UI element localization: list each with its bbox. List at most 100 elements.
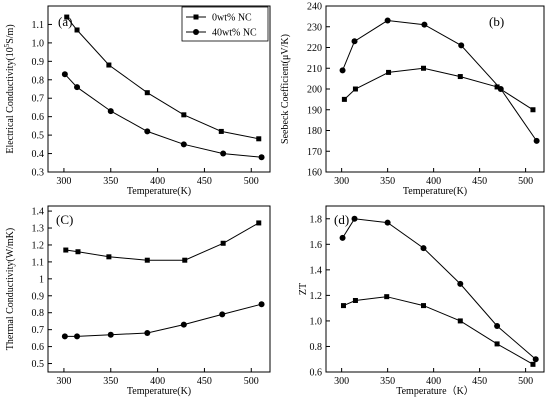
- chart-panel-4: 300 350 400 450 500 0.6 0.8 1.0 1.2 1.4 1.6 1.8 Temp…: [298, 205, 545, 397]
- series-line-1: [343, 296, 534, 365]
- series-line-2: [64, 73, 262, 158]
- y-tick-label: 1: [39, 274, 44, 285]
- x-tick-label: 500: [244, 176, 259, 187]
- data-point-square: [494, 341, 500, 347]
- x-tick-label: 500: [518, 176, 533, 187]
- data-point-square: [64, 14, 70, 20]
- data-point-circle: [351, 38, 358, 45]
- x-tick-label: 350: [380, 376, 395, 387]
- y-tick-label: 1.1: [32, 20, 45, 31]
- y-tick-label: 1.0: [310, 316, 323, 327]
- y-tick-label: 1.4: [32, 207, 45, 218]
- data-point-square: [494, 84, 500, 90]
- data-point-circle: [420, 245, 427, 252]
- data-point-circle: [219, 311, 226, 318]
- data-point-circle: [107, 108, 114, 115]
- chart-panel-2: 300 350 400 450 500 160 170 180 190 200 210 220 230 2…: [280, 2, 545, 197]
- x-tick-label: 300: [334, 176, 349, 187]
- x-axis-label: Temperature（K）: [396, 385, 474, 397]
- y-tick-label: 220: [307, 43, 322, 54]
- data-point-circle: [533, 137, 540, 144]
- data-point-circle: [180, 141, 187, 148]
- x-tick-label: 350: [380, 176, 395, 187]
- x-tick-label: 450: [197, 176, 212, 187]
- data-point-square: [386, 69, 392, 75]
- data-point-square: [218, 128, 224, 134]
- y-tick-label: 0.5: [32, 359, 45, 370]
- legend-box: [181, 6, 269, 42]
- x-tick-label: 400: [150, 376, 165, 387]
- series-line-2: [64, 303, 262, 337]
- y-tick-label: 0.7: [32, 325, 45, 336]
- data-point-square: [341, 96, 347, 102]
- y-tick-label: 0.8: [32, 308, 45, 319]
- x-tick-label: 350: [103, 376, 118, 387]
- panel-label: (C): [56, 212, 73, 227]
- y-tick-label: 1.6: [310, 240, 323, 251]
- data-point-circle: [144, 128, 151, 135]
- data-point-circle: [107, 331, 114, 338]
- y-axis-label: Electrical Conductivity(105S/m): [3, 24, 16, 153]
- y-tick-label: 170: [307, 147, 322, 158]
- data-point-square: [457, 318, 463, 324]
- y-tick-label: 0.5: [32, 131, 45, 142]
- y-tick-label: 160: [307, 168, 322, 179]
- data-point-square: [182, 257, 188, 263]
- y-tick-label: 1.4: [310, 265, 323, 276]
- data-point-circle: [74, 333, 81, 340]
- y-axis-label: Thermal Conductivity(W/mK): [5, 228, 16, 350]
- data-point-square: [256, 220, 262, 226]
- data-point-circle: [384, 219, 391, 226]
- y-tick-label: 0.3: [32, 168, 45, 179]
- y-tick-label: 190: [307, 105, 322, 116]
- y-tick-label: 1.0: [32, 38, 45, 49]
- y-tick-label: 0.4: [32, 149, 45, 160]
- y-tick-label: 230: [307, 22, 322, 33]
- y-tick-label: 1.2: [310, 291, 323, 302]
- y-tick-label: 1.3: [32, 224, 45, 235]
- data-point-circle: [339, 67, 346, 74]
- y-tick-label: 1.1: [32, 257, 45, 268]
- y-tick-label: 200: [307, 85, 322, 96]
- legend-marker-square: [193, 14, 199, 20]
- x-tick-label: 500: [244, 376, 259, 387]
- data-point-circle: [220, 150, 227, 157]
- data-point-square: [384, 294, 390, 300]
- x-tick-label: 500: [518, 376, 533, 387]
- x-tick-label: 400: [426, 376, 441, 387]
- y-tick-label: 0.7: [32, 94, 45, 105]
- y-tick-label: 0.6: [32, 342, 45, 353]
- y-tick-label: 0.6: [32, 112, 45, 123]
- y-tick-label: 0.6: [310, 368, 323, 379]
- data-point-square: [256, 136, 262, 142]
- x-tick-label: 450: [472, 176, 487, 187]
- data-point-circle: [74, 84, 81, 91]
- data-point-square: [352, 86, 358, 92]
- x-axis-label: Temperature(K): [403, 186, 467, 197]
- data-point-circle: [494, 323, 501, 330]
- data-point-square: [106, 254, 112, 260]
- data-point-square: [106, 62, 112, 68]
- panel-label: (b): [489, 14, 504, 29]
- y-tick-label: 0.8: [32, 75, 45, 86]
- data-point-circle: [457, 280, 464, 287]
- plot-frame: [325, 205, 545, 373]
- y-axis-label: Seebeck Coefficient(μV/K): [280, 34, 291, 144]
- data-point-circle: [384, 17, 391, 24]
- data-point-circle: [351, 215, 358, 222]
- x-tick-label: 350: [103, 176, 118, 187]
- data-point-circle: [144, 330, 151, 337]
- y-tick-label: 0.8: [310, 342, 323, 353]
- data-point-circle: [339, 234, 346, 241]
- y-tick-label: 0.9: [32, 291, 45, 302]
- x-tick-label: 450: [197, 376, 212, 387]
- chart-panel-3: 300 350 400 450 500 0.5 0.6 0.7 0.8 0.9 1 1.1 1.2 1.3…: [5, 205, 271, 397]
- data-point-circle: [497, 86, 504, 92]
- y-tick-label: 1.8: [310, 214, 323, 225]
- data-point-circle: [61, 333, 68, 340]
- data-point-square: [530, 107, 536, 113]
- data-point-square: [74, 27, 80, 33]
- data-point-circle: [180, 321, 187, 328]
- data-point-circle: [458, 42, 465, 49]
- data-point-circle: [421, 21, 428, 28]
